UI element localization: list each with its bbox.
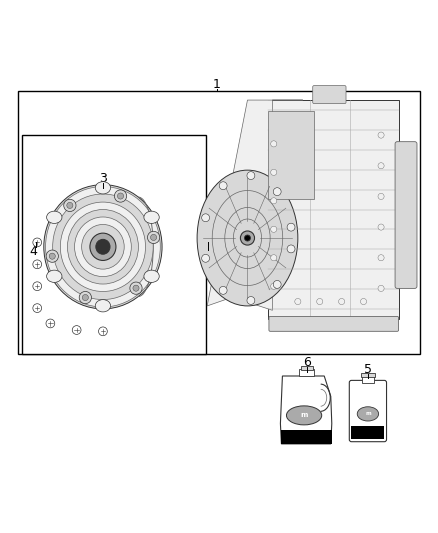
- Circle shape: [33, 282, 42, 290]
- Circle shape: [244, 235, 251, 241]
- Ellipse shape: [148, 231, 160, 244]
- Ellipse shape: [79, 292, 92, 304]
- Ellipse shape: [67, 209, 138, 284]
- Ellipse shape: [46, 250, 58, 262]
- Ellipse shape: [144, 270, 159, 282]
- Circle shape: [33, 260, 42, 269]
- Bar: [299, 369, 314, 376]
- Bar: [300, 366, 313, 370]
- Circle shape: [33, 304, 42, 312]
- Ellipse shape: [286, 406, 321, 425]
- Ellipse shape: [133, 285, 139, 291]
- Circle shape: [273, 188, 281, 196]
- Text: 6: 6: [303, 357, 311, 369]
- Circle shape: [72, 326, 81, 334]
- Ellipse shape: [46, 270, 62, 282]
- Ellipse shape: [96, 239, 110, 254]
- Text: 3: 3: [99, 172, 107, 185]
- Circle shape: [378, 193, 384, 199]
- Ellipse shape: [81, 224, 124, 269]
- Text: 1: 1: [213, 78, 221, 91]
- Polygon shape: [207, 100, 303, 310]
- Circle shape: [247, 296, 255, 304]
- Circle shape: [378, 224, 384, 230]
- Ellipse shape: [46, 187, 160, 307]
- Ellipse shape: [197, 170, 298, 306]
- Circle shape: [271, 141, 277, 147]
- Bar: [360, 374, 375, 377]
- Ellipse shape: [64, 199, 76, 212]
- Circle shape: [240, 231, 254, 245]
- Circle shape: [378, 255, 384, 261]
- Ellipse shape: [95, 182, 110, 194]
- Ellipse shape: [67, 203, 73, 208]
- Text: m: m: [365, 411, 371, 416]
- Ellipse shape: [357, 407, 378, 421]
- Bar: [281, 430, 332, 444]
- Ellipse shape: [144, 211, 159, 223]
- Circle shape: [247, 172, 255, 180]
- Circle shape: [46, 319, 55, 328]
- Ellipse shape: [49, 253, 55, 259]
- Text: 2: 2: [205, 231, 212, 245]
- Ellipse shape: [90, 233, 116, 261]
- Bar: [268, 111, 314, 199]
- Ellipse shape: [82, 294, 88, 301]
- Ellipse shape: [151, 235, 157, 240]
- Circle shape: [201, 254, 209, 262]
- Ellipse shape: [60, 202, 145, 292]
- Ellipse shape: [44, 185, 162, 309]
- Circle shape: [339, 298, 345, 304]
- Circle shape: [317, 298, 323, 304]
- Ellipse shape: [46, 211, 62, 223]
- FancyBboxPatch shape: [313, 86, 346, 103]
- Circle shape: [360, 298, 367, 304]
- Circle shape: [378, 132, 384, 138]
- Ellipse shape: [130, 282, 142, 294]
- Bar: [22, 135, 206, 354]
- FancyBboxPatch shape: [350, 381, 386, 442]
- Bar: [268, 100, 399, 319]
- Text: 4: 4: [29, 245, 37, 257]
- Circle shape: [99, 327, 107, 336]
- Ellipse shape: [95, 300, 110, 312]
- Bar: [351, 426, 384, 439]
- Circle shape: [271, 198, 277, 204]
- Text: m: m: [300, 413, 308, 418]
- Circle shape: [271, 226, 277, 232]
- Circle shape: [271, 283, 277, 289]
- Circle shape: [287, 223, 295, 231]
- Ellipse shape: [53, 194, 153, 300]
- Ellipse shape: [74, 217, 131, 277]
- Circle shape: [219, 182, 227, 190]
- Circle shape: [271, 169, 277, 175]
- Circle shape: [378, 163, 384, 169]
- Polygon shape: [280, 376, 332, 444]
- Ellipse shape: [117, 193, 124, 199]
- Circle shape: [295, 298, 301, 304]
- FancyBboxPatch shape: [269, 317, 399, 332]
- Circle shape: [219, 286, 227, 294]
- Bar: [18, 91, 420, 354]
- Circle shape: [201, 214, 209, 222]
- Circle shape: [273, 280, 281, 288]
- Bar: [362, 376, 374, 383]
- Ellipse shape: [114, 190, 127, 202]
- Circle shape: [287, 245, 295, 253]
- Circle shape: [378, 285, 384, 292]
- Text: 5: 5: [364, 363, 372, 376]
- Circle shape: [33, 238, 42, 247]
- FancyBboxPatch shape: [395, 142, 417, 288]
- Circle shape: [271, 255, 277, 261]
